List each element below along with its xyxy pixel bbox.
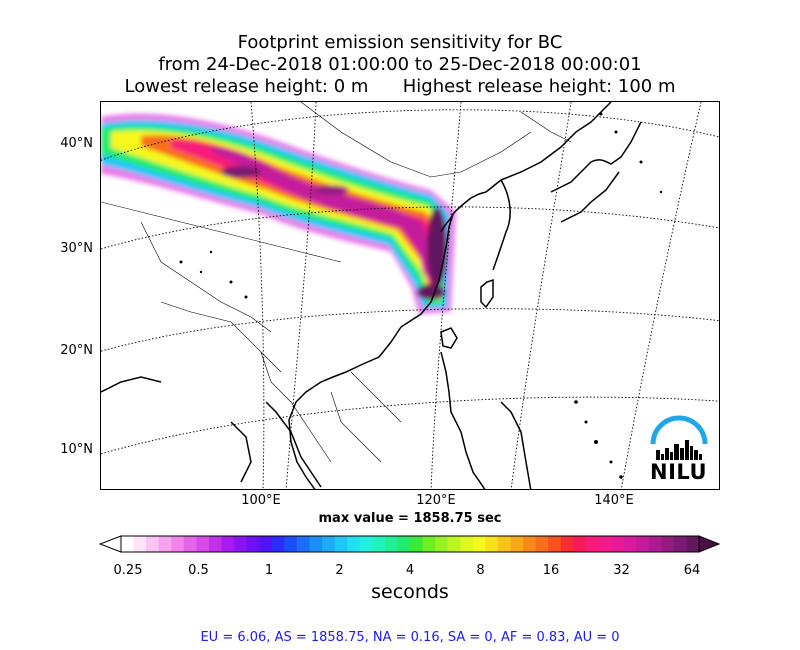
colorbar-extend-low (99, 535, 122, 553)
colorbar-segment (560, 536, 574, 552)
lat-label-10n: 10°N (60, 442, 93, 457)
lon-label-140e: 140°E (594, 493, 634, 508)
colorbar-segment (359, 536, 373, 552)
lat-label-40n: 40°N (60, 136, 93, 151)
colorbar-segment (121, 536, 135, 552)
colorbar (99, 535, 721, 553)
colorbar-tick-label: 8 (476, 563, 485, 578)
colorbar-tick-label: 1 (264, 563, 274, 578)
colorbar-extend-high (698, 535, 721, 553)
title-line-1: Footprint emission sensitivity for BC (237, 32, 563, 53)
colorbar-segment (422, 536, 436, 552)
nilu-logo-text: NILU (650, 460, 708, 484)
colorbar-segment (485, 536, 499, 552)
colorbar-segment (296, 536, 310, 552)
colorbar-segment (146, 536, 160, 552)
title-line-2: from 24-Dec-2018 01:00:00 to 25-Dec-2018… (158, 54, 642, 75)
colorbar-segment (472, 536, 486, 552)
colorbar-segment (673, 536, 687, 552)
colorbar-segment (661, 536, 675, 552)
colorbar-segment (598, 536, 612, 552)
colorbar-segment (208, 536, 223, 552)
islands (179, 112, 663, 479)
borders (101, 102, 572, 463)
coastlines (101, 102, 642, 489)
lat-label-30n: 30°N (60, 241, 93, 256)
colorbar-segment (347, 536, 361, 552)
colorbar-segment (158, 536, 172, 552)
colorbar-segment (636, 536, 650, 552)
colorbar-segment (585, 536, 599, 552)
map-canvas (101, 102, 719, 489)
colorbar-segment (497, 536, 512, 552)
colorbar-segment (183, 536, 197, 552)
colorbar-segment (171, 536, 185, 552)
nilu-logo (650, 415, 708, 460)
title-line-3: Lowest release height: 0 m Highest relea… (124, 76, 676, 97)
colorbar-segment (196, 536, 210, 552)
max-value-label: max value = 1858.75 sec (318, 511, 502, 526)
colorbar-segment (309, 536, 323, 552)
colorbar-segment (322, 536, 336, 552)
colorbar-label: seconds (371, 581, 449, 603)
lon-label-120e: 120°E (416, 493, 456, 508)
footprint-map (100, 101, 720, 490)
colorbar-segment (611, 536, 625, 552)
region-stats: EU = 6.06, AS = 1858.75, NA = 0.16, SA =… (200, 630, 620, 645)
colorbar-segment (397, 536, 411, 552)
lat-label-20n: 20°N (60, 343, 93, 358)
colorbar-segment (372, 536, 386, 552)
colorbar-tick-label: 16 (542, 563, 560, 578)
colorbar-segment (234, 536, 248, 552)
colorbar-segment (447, 536, 461, 552)
colorbar-tick-label: 32 (613, 563, 630, 578)
colorbar-segment (435, 536, 449, 552)
colorbar-segment (271, 536, 285, 552)
colorbar-segment (221, 536, 235, 552)
colorbar-segment (284, 536, 298, 552)
colorbar-segment (648, 536, 662, 552)
colorbar-segment (334, 536, 348, 552)
colorbar-segment (246, 536, 260, 552)
colorbar-tick-label: 0.25 (113, 563, 143, 578)
colorbar-frame (120, 535, 700, 553)
lon-label-100e: 100°E (241, 493, 281, 508)
colorbar-segment (548, 536, 562, 552)
colorbar-segment (573, 536, 587, 552)
colorbar-tick-label: 64 (683, 563, 701, 578)
colorbar-segment (510, 536, 524, 552)
colorbar-segment (460, 536, 474, 552)
colorbar-segment (623, 536, 637, 552)
colorbar-segment (259, 536, 273, 552)
colorbar-tick-label: 4 (405, 563, 415, 578)
colorbar-segment (523, 536, 537, 552)
colorbar-segment (384, 536, 398, 552)
colorbar-segment (686, 536, 700, 552)
colorbar-segment (133, 536, 147, 552)
colorbar-tick-label: 2 (335, 563, 344, 578)
colorbar-tick-label: 0.5 (188, 563, 209, 578)
colorbar-segment (535, 536, 549, 552)
colorbar-segment (410, 536, 424, 552)
